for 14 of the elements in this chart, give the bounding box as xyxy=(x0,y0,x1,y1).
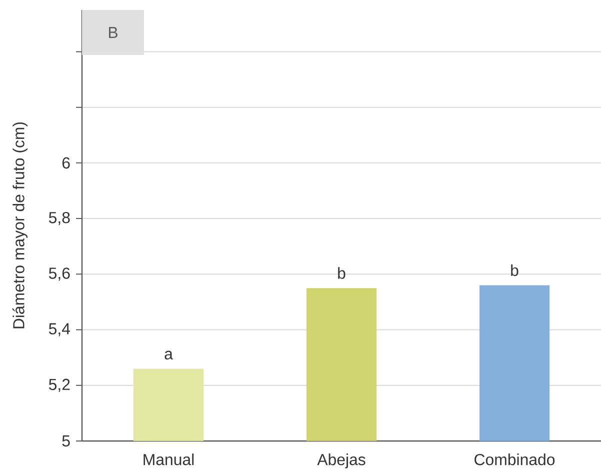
y-tick-label: 5,2 xyxy=(48,378,70,392)
y-axis-title: Diámetro mayor de fruto (cm) xyxy=(12,122,28,328)
x-tick-label: Combinado xyxy=(474,454,555,466)
annotation: a xyxy=(164,350,173,360)
x-tick-label: Manual xyxy=(144,454,194,466)
y-tick-label: 5,8 xyxy=(48,212,70,226)
x-tick-label: Abejas xyxy=(317,454,366,468)
y-tick-label: 6 xyxy=(62,157,70,169)
y-tick-label: 5,6 xyxy=(48,268,70,281)
y-tick-label: 5,4 xyxy=(48,323,70,336)
y-tick-label: 5 xyxy=(62,435,70,447)
annotation: b xyxy=(511,264,518,276)
annotation: b xyxy=(338,267,346,279)
annotation: B xyxy=(108,27,118,38)
